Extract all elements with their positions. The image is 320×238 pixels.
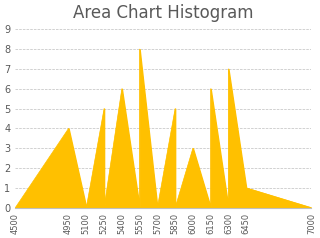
- Title: Area Chart Histogram: Area Chart Histogram: [73, 4, 253, 22]
